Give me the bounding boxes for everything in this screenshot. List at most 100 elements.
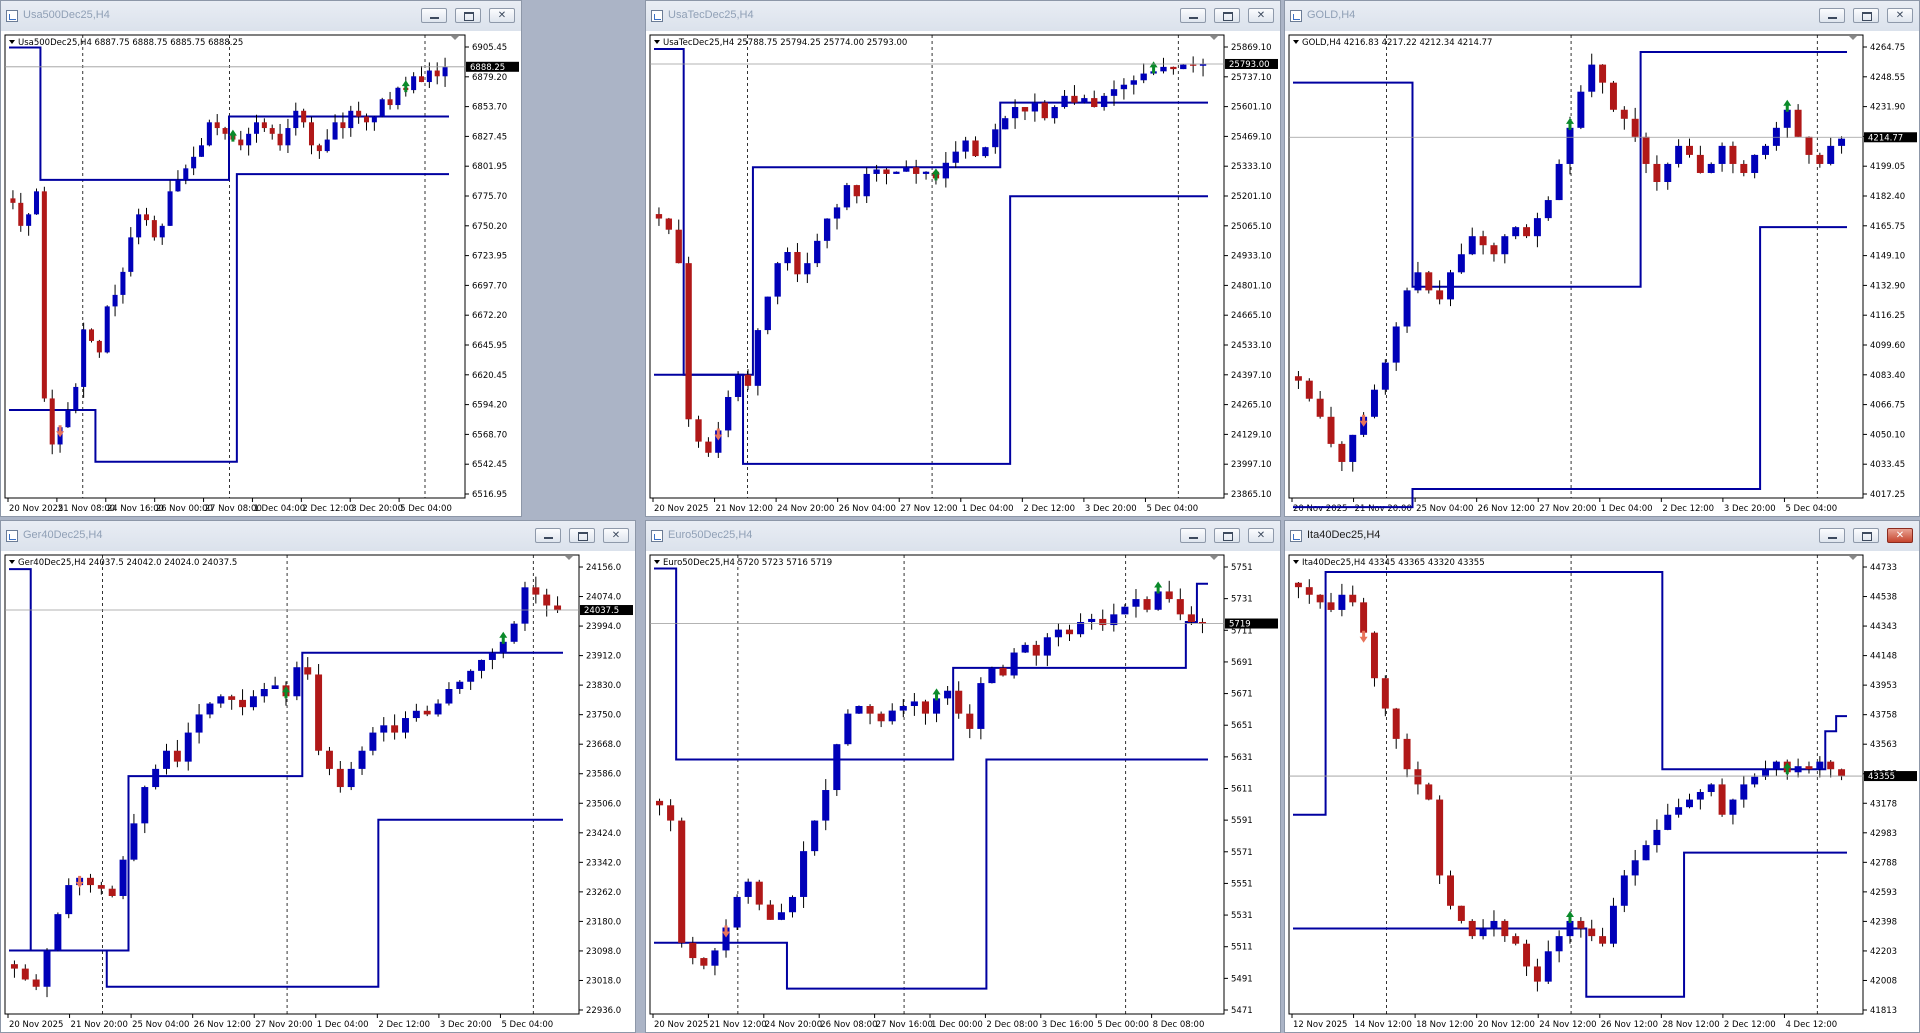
chart-window-gold[interactable]: GOLD,H4 ✕ 4264.754248.554231.904215.7041… <box>1284 0 1920 517</box>
chart-window-ger40[interactable]: Ger40Dec25,H4 ✕ 24156.0 24074.0 23994.0 239… <box>0 520 636 1033</box>
chart-window-euro50[interactable]: Euro50Dec25,H4 ✕ 5751 5731 5711 5691 5671 565… <box>645 520 1281 1033</box>
candle-body <box>1729 799 1737 815</box>
maximize-button[interactable] <box>1213 8 1240 23</box>
chart-canvas[interactable]: 25869.10 25737.10 25601.10 25469.10 25333.10… <box>646 31 1280 516</box>
candle-body <box>1121 606 1129 615</box>
minimize-button[interactable] <box>420 8 447 23</box>
maximize-button[interactable] <box>1852 8 1879 23</box>
candle-body <box>1002 118 1009 130</box>
candle-body <box>700 958 708 966</box>
candle-body <box>800 851 808 897</box>
chart-canvas[interactable]: 4473344538443434414843953437584356343368… <box>1285 551 1919 1032</box>
close-button[interactable]: ✕ <box>1248 8 1274 23</box>
maximize-button[interactable] <box>1852 528 1879 543</box>
title-bar[interactable]: UsaTecDec25,H4 ✕ <box>646 1 1280 32</box>
candle-body <box>1653 829 1661 846</box>
minimize-button[interactable] <box>1179 8 1206 23</box>
close-icon: ✕ <box>1256 10 1266 21</box>
candle-body <box>191 156 197 169</box>
candle-body <box>784 252 791 264</box>
candle-body <box>1588 64 1596 92</box>
candle-body <box>755 881 763 905</box>
candle-body <box>26 214 32 226</box>
title-bar[interactable]: Usa500Dec25,H4 ✕ <box>1 1 521 32</box>
chart-canvas[interactable]: 6905.45 6879.20 6853.70 6827.45 6801.95 6775.… <box>1 31 521 516</box>
candle-body <box>143 214 150 221</box>
close-button[interactable]: ✕ <box>1248 528 1274 543</box>
header-triangle-icon <box>654 40 660 44</box>
candle-body <box>883 169 890 174</box>
candle-body <box>715 430 722 453</box>
candle-body <box>33 191 40 215</box>
maximize-icon <box>570 529 594 542</box>
title-bar[interactable]: Ger40Dec25,H4 ✕ <box>1 521 635 552</box>
close-button[interactable]: ✕ <box>489 8 515 23</box>
time-axis-label: 2 Dec 12:00 <box>1662 504 1714 514</box>
price-axis-label: 24665.10 <box>1231 311 1272 321</box>
time-axis-label: 24 Nov 16:00 <box>107 504 164 514</box>
candle-body <box>910 701 918 707</box>
candle-body <box>1381 362 1389 390</box>
minimize-icon <box>422 9 446 22</box>
minimize-button[interactable] <box>1818 528 1845 543</box>
maximize-button[interactable] <box>454 8 481 23</box>
price-axis-label: 23994.0 <box>586 622 621 632</box>
chart-canvas[interactable]: 4264.754248.554231.904215.704199.054182.… <box>1285 31 1919 516</box>
close-button[interactable]: ✕ <box>603 528 629 543</box>
title-bar[interactable]: Ita40Dec25,H4 ✕ <box>1285 521 1919 552</box>
price-axis-label: 6905.45 <box>472 43 507 53</box>
candle-body <box>456 681 464 690</box>
time-axis-label: 25 Nov 04:00 <box>1416 504 1473 514</box>
candle-body <box>1729 145 1737 164</box>
price-axis-label: 4083.40 <box>1870 371 1905 381</box>
shift-triangle-icon <box>1210 36 1218 40</box>
candle-body <box>734 374 742 397</box>
candle-body <box>1132 599 1140 607</box>
time-axis-label: 4 Dec 12:00 <box>1785 1020 1837 1030</box>
candle-body <box>554 605 562 611</box>
candle-body <box>1031 102 1039 112</box>
candle-body <box>1199 63 1207 66</box>
ohlc-header: Usa500Dec25,H4 6887.75 6888.75 6885.75 6… <box>18 38 243 48</box>
window-title: Euro50Dec25,H4 <box>668 529 753 541</box>
candle-body <box>962 140 969 152</box>
price-axis-label: 25737.10 <box>1231 73 1272 83</box>
candle-body <box>316 145 322 152</box>
candle-body <box>1294 376 1302 381</box>
candle-body <box>206 122 212 146</box>
candle-body <box>217 696 225 704</box>
candle-body <box>1425 784 1433 800</box>
candle-body <box>65 885 73 915</box>
maximize-button[interactable] <box>1213 528 1240 543</box>
candle-body <box>877 713 885 722</box>
candle-body <box>1588 928 1596 937</box>
chart-window-usa500[interactable]: Usa500Dec25,H4 ✕ 6905.45 6879.20 6853.70 68… <box>0 0 522 517</box>
candle-body <box>1533 218 1541 237</box>
minimize-button[interactable] <box>1818 8 1845 23</box>
chart-canvas[interactable]: 5751 5731 5711 5691 5671 5651 5631 5611 5591 5571… <box>646 551 1280 1032</box>
price-axis-label: 4149.10 <box>1870 252 1905 262</box>
candle-body <box>1620 109 1628 119</box>
chart-window-ita40[interactable]: Ita40Dec25,H4 ✕ 44733 44538 44343 44148 4395… <box>1284 520 1920 1033</box>
chart-canvas[interactable]: 24156.0 24074.0 23994.0 23912.0 23830.0 23750… <box>1 551 635 1032</box>
candle-body <box>1120 84 1128 90</box>
maximize-button[interactable] <box>568 528 595 543</box>
price-axis-label: 4248.55 <box>1870 73 1905 83</box>
title-bar[interactable]: GOLD,H4 ✕ <box>1285 1 1919 32</box>
close-icon: ✕ <box>1895 530 1905 541</box>
time-axis-label: 2 Dec 12:00 <box>1724 1020 1776 1030</box>
chart-window-usatec[interactable]: UsaTecDec25,H4 ✕ 25869.10 25737.10 25601.1… <box>645 0 1281 517</box>
close-button[interactable]: ✕ <box>1887 528 1913 543</box>
minimize-button[interactable] <box>534 528 561 543</box>
candle-body <box>1021 644 1029 653</box>
candle-body <box>1501 236 1509 255</box>
time-axis-label: 14 Nov 12:00 <box>1355 1020 1412 1030</box>
title-bar[interactable]: Euro50Dec25,H4 ✕ <box>646 521 1280 552</box>
close-button[interactable]: ✕ <box>1887 8 1913 23</box>
candle-body <box>695 419 702 442</box>
time-axis-label: 1 Dec 04:00 <box>253 504 305 514</box>
candle-body <box>1294 582 1302 588</box>
candle-body <box>1425 272 1433 291</box>
candle-body <box>1054 629 1062 638</box>
minimize-button[interactable] <box>1179 528 1206 543</box>
